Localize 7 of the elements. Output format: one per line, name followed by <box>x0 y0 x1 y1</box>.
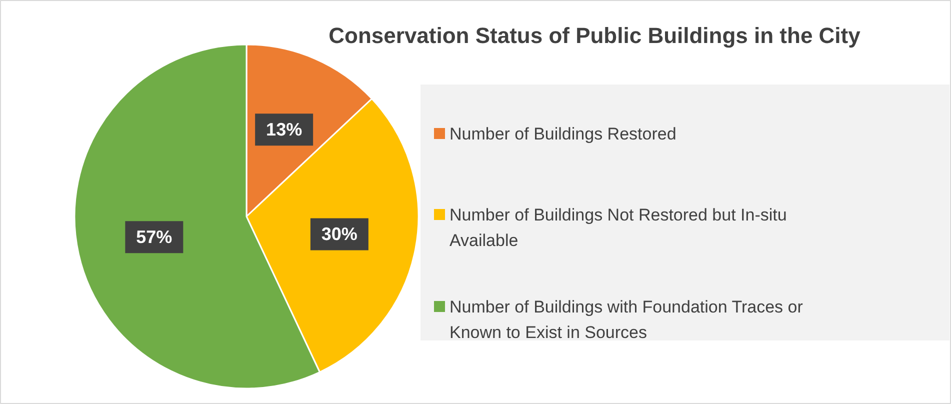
legend-label: Number of Buildings Restored <box>450 124 676 144</box>
legend-label: Number of Buildings with Foundation Traces or Known to Exist in Sources <box>450 298 804 342</box>
chart-title: Conservation Status of Public Buildings in the City <box>328 23 862 48</box>
data-label: 30% <box>321 224 358 244</box>
data-label: 13% <box>266 120 302 140</box>
legend-label: Number of Buildings Not Restored but In-situ Available <box>450 206 787 250</box>
data-label: 57% <box>136 227 172 248</box>
